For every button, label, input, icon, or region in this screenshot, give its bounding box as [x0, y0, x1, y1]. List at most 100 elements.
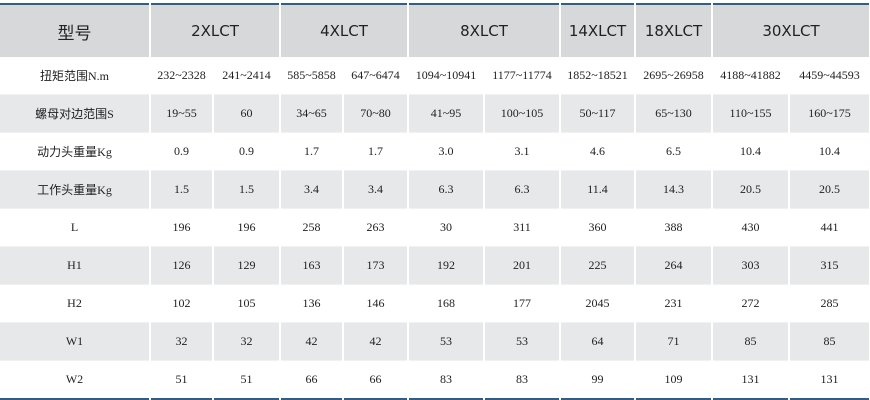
table-cell: 3.0 — [407, 132, 484, 171]
table-cell: 126 — [149, 246, 213, 285]
table-cell: 2695~26958 — [634, 57, 712, 95]
table-cell: 99 — [559, 360, 635, 400]
table-cell: 83 — [407, 360, 484, 400]
table-cell: 85 — [711, 322, 789, 361]
table-cell: 2045 — [559, 284, 635, 323]
table-cell: 241~2414 — [212, 57, 280, 95]
table-cell: 1.5 — [212, 170, 280, 209]
table-row: 工作头重量Kg 1.5 1.5 3.4 3.4 6.3 6.3 11.4 14.3 20.5 20.… — [0, 170, 870, 209]
model-header: 4XLCT — [279, 4, 408, 57]
table-cell: 0.9 — [212, 132, 280, 171]
row-label: 扭矩范围N.m — [0, 57, 150, 95]
row-label: W1 — [0, 322, 150, 361]
table-cell: 163 — [279, 246, 343, 285]
table-cell: 70~80 — [342, 94, 408, 133]
table-row: 扭矩范围N.m 232~2328 241~2414 585~5858 647~6474 1… — [0, 57, 870, 95]
table-row: 动力头重量Kg 0.9 0.9 1.7 1.7 3.0 3.1 4.6 6.5 10.4 10.4 — [0, 132, 870, 171]
table-cell: 6.3 — [483, 170, 560, 209]
row-label: 动力头重量Kg — [0, 132, 150, 171]
table-cell: 10.4 — [787, 132, 870, 171]
table-cell: 100~105 — [483, 94, 560, 133]
table-cell: 173 — [342, 246, 408, 285]
table-cell: 1.7 — [342, 132, 408, 171]
model-header: 8XLCT — [407, 4, 560, 57]
model-header: 2XLCT — [149, 4, 280, 57]
table-cell: 42 — [342, 322, 408, 361]
table-cell: 647~6474 — [342, 57, 408, 95]
table-cell: 3.1 — [483, 132, 560, 171]
table-cell: 1.7 — [279, 132, 343, 171]
table-cell: 360 — [559, 208, 635, 247]
table-cell: 41~95 — [407, 94, 484, 133]
table-cell: 146 — [342, 284, 408, 323]
table-cell: 66 — [279, 360, 343, 400]
table-row: W1 32 32 42 42 53 53 64 71 85 85 — [0, 322, 870, 361]
table-cell: 83 — [483, 360, 560, 400]
table-cell: 60 — [212, 94, 280, 133]
table-cell: 430 — [711, 208, 789, 247]
table-cell: 388 — [634, 208, 712, 247]
table-cell: 225 — [559, 246, 635, 285]
table-cell: 263 — [342, 208, 408, 247]
table-cell: 65~130 — [634, 94, 712, 133]
row-label: L — [0, 208, 150, 247]
table-cell: 10.4 — [711, 132, 789, 171]
table-cell: 585~5858 — [279, 57, 343, 95]
table-cell: 14.3 — [634, 170, 712, 209]
table-cell: 32 — [149, 322, 213, 361]
table-cell: 6.3 — [407, 170, 484, 209]
table-cell: 232~2328 — [149, 57, 213, 95]
table-cell: 32 — [212, 322, 280, 361]
table-cell: 42 — [279, 322, 343, 361]
table-cell: 441 — [787, 208, 870, 247]
table-cell: 53 — [407, 322, 484, 361]
row-label: H1 — [0, 246, 150, 285]
table-cell: 71 — [634, 322, 712, 361]
spec-table: 型号 2XLCT 4XLCT 8XLCT 14XLCT 18XLCT 30XLCT 扭矩范围N… — [0, 3, 870, 400]
table-cell: 303 — [711, 246, 789, 285]
table-cell: 272 — [711, 284, 789, 323]
table-row: W2 51 51 66 66 83 83 99 109 131 131 — [0, 360, 870, 400]
model-header: 30XLCT — [710, 4, 870, 57]
table-cell: 311 — [483, 208, 560, 247]
header-row: 型号 2XLCT 4XLCT 8XLCT 14XLCT 18XLCT 30XLCT — [0, 4, 870, 57]
table-row: 螺母对边范围S 19~55 60 34~65 70~80 41~95 100~105 50~1… — [0, 94, 870, 133]
table-cell: 201 — [483, 246, 560, 285]
table-row: H2 102 105 136 146 168 177 2045 231 272 285 — [0, 284, 870, 323]
table-cell: 0.9 — [149, 132, 213, 171]
table-cell: 30 — [407, 208, 484, 247]
table-cell: 20.5 — [711, 170, 789, 209]
table-cell: 315 — [787, 246, 870, 285]
table-cell: 4188~41882 — [711, 57, 789, 95]
table-cell: 168 — [407, 284, 484, 323]
table-row: H1 126 129 163 173 192 201 225 264 303 315 — [0, 246, 870, 285]
table-cell: 131 — [787, 360, 870, 400]
table-cell: 1.5 — [149, 170, 213, 209]
header-title: 型号 — [0, 4, 150, 57]
table-cell: 192 — [407, 246, 484, 285]
table-cell: 53 — [483, 322, 560, 361]
table-cell: 160~175 — [787, 94, 870, 133]
table-cell: 1177~11774 — [483, 57, 560, 95]
table-cell: 66 — [342, 360, 408, 400]
table-cell: 3.4 — [279, 170, 343, 209]
table-cell: 4.6 — [559, 132, 635, 171]
table-cell: 20.5 — [787, 170, 870, 209]
row-label: W2 — [0, 360, 150, 400]
table-cell: 34~65 — [279, 94, 343, 133]
table-cell: 285 — [787, 284, 870, 323]
table-cell: 1852~18521 — [559, 57, 635, 95]
table-cell: 129 — [212, 246, 280, 285]
table-cell: 136 — [279, 284, 343, 323]
table-cell: 4459~44593 — [787, 57, 870, 95]
table-cell: 131 — [711, 360, 789, 400]
row-label: 螺母对边范围S — [0, 94, 150, 133]
table-cell: 177 — [483, 284, 560, 323]
table-cell: 196 — [212, 208, 280, 247]
table-cell: 64 — [559, 322, 635, 361]
model-header: 14XLCT — [559, 4, 635, 57]
table-cell: 109 — [634, 360, 712, 400]
table-row: L 196 196 258 263 30 311 360 388 430 441 — [0, 208, 870, 247]
table-cell: 196 — [149, 208, 213, 247]
